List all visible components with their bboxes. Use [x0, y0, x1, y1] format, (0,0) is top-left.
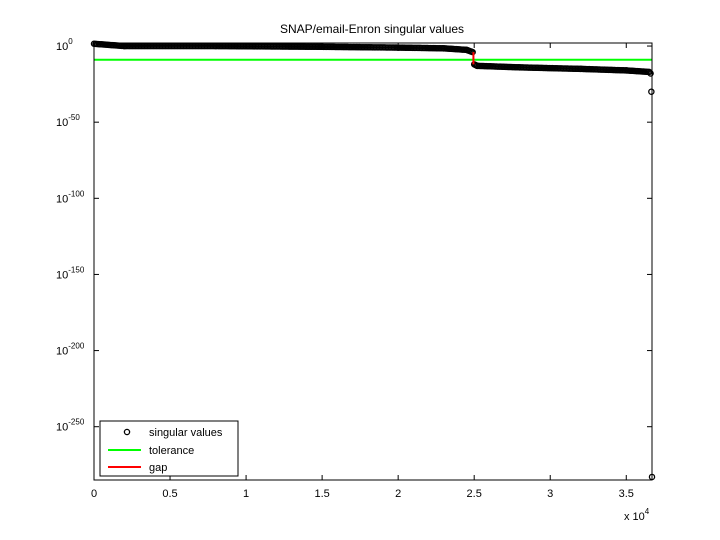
- x-tick-label: 1.5: [314, 488, 329, 500]
- legend-label-singular-values: singular values: [149, 427, 223, 439]
- series-layer: [90, 40, 656, 481]
- x-tick-label: 1: [243, 488, 249, 500]
- legend-label-gap: gap: [149, 462, 167, 474]
- x-tick-label: 2.5: [467, 488, 482, 500]
- axes-box: [93, 42, 653, 481]
- x-tick-label: 3: [547, 488, 553, 500]
- y-tick-label: 10-100: [56, 189, 85, 205]
- legend-label-tolerance: tolerance: [149, 445, 194, 457]
- legend-marker-singular-values: [123, 428, 131, 436]
- plot-area: [94, 43, 652, 480]
- chart-title: SNAP/email-Enron singular values: [280, 22, 464, 36]
- y-axis: 100 10-50 10-100 10-150 10-200 10-250: [56, 37, 652, 434]
- singular-value-point: [648, 88, 655, 95]
- x-tick-label: 0.5: [162, 488, 177, 500]
- y-tick-label: 10-200: [56, 342, 85, 358]
- x-axis: 0 0.5 1 1.5 2 2.5 3 3.5: [91, 43, 634, 500]
- y-tick-label: 10-50: [56, 113, 80, 129]
- x-tick-label: 3.5: [619, 488, 634, 500]
- x-tick-label: 2: [395, 488, 401, 500]
- y-tick-label: 10-150: [56, 265, 85, 281]
- singular-value-point: [647, 70, 654, 77]
- x-tick-label: 0: [91, 488, 97, 500]
- legend: singular values tolerance gap: [99, 420, 239, 477]
- y-tick-label: 10-250: [56, 418, 85, 434]
- y-tick-label: 100: [56, 37, 73, 53]
- series-singular-values-segment-0: [90, 40, 476, 56]
- series-singular-values-segment-1: [470, 61, 653, 76]
- x-exponent-label: x 104: [624, 507, 650, 523]
